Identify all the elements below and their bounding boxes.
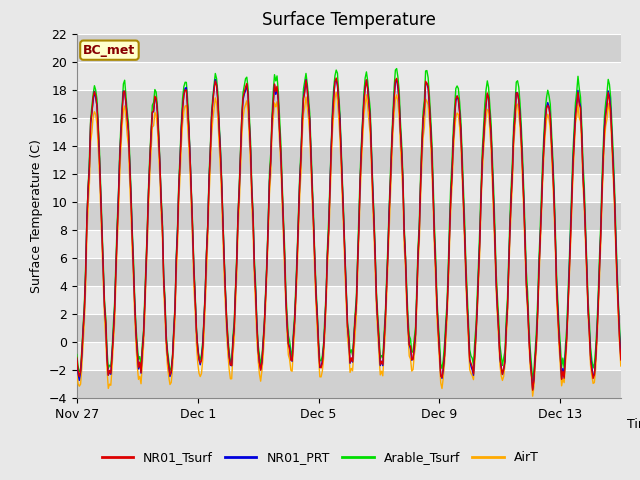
Bar — [77, 230, 621, 258]
Bar — [77, 314, 621, 342]
Bar — [77, 34, 621, 61]
Legend: NR01_Tsurf, NR01_PRT, Arable_Tsurf, AirT: NR01_Tsurf, NR01_PRT, Arable_Tsurf, AirT — [97, 446, 543, 469]
Text: BC_met: BC_met — [83, 44, 136, 57]
Bar — [77, 258, 621, 286]
Y-axis label: Surface Temperature (C): Surface Temperature (C) — [30, 139, 43, 293]
Bar — [77, 286, 621, 314]
Bar — [77, 342, 621, 371]
X-axis label: Time: Time — [627, 419, 640, 432]
Bar — [77, 146, 621, 174]
Bar — [77, 61, 621, 90]
Bar — [77, 90, 621, 118]
Bar — [77, 371, 621, 398]
Bar — [77, 118, 621, 146]
Bar — [77, 202, 621, 230]
Title: Surface Temperature: Surface Temperature — [262, 11, 436, 29]
Bar — [77, 174, 621, 202]
